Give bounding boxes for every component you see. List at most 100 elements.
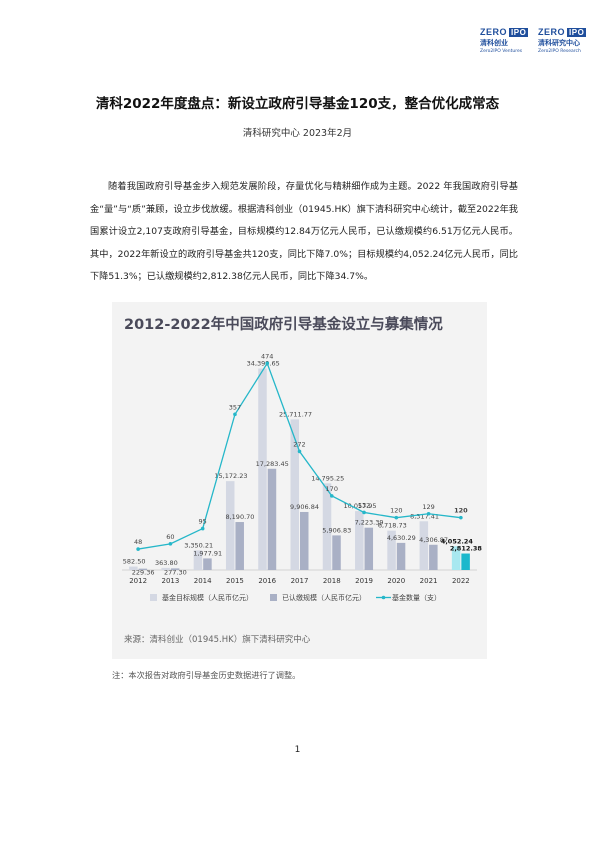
subscribed-value-label: 4,630.29: [387, 534, 416, 542]
bar-target-2014: [193, 550, 203, 570]
x-tick-label: 2017: [291, 577, 309, 585]
x-tick-label: 2013: [161, 577, 179, 585]
legend-swatch-marker: [381, 595, 386, 600]
target-value-label: 10,057.95: [343, 502, 376, 510]
subscribed-value-label: 8,190.70: [225, 513, 254, 521]
bar-target-2017: [290, 419, 299, 570]
page-title: 清科2022年度盘点：新设立政府引导基金120支，整合优化成常态: [95, 96, 500, 112]
fund-count-label: 272: [293, 440, 305, 448]
fund-count-point: [265, 361, 270, 366]
bar-subscribed-2014: [203, 558, 212, 570]
fund-count-point: [362, 510, 366, 515]
logo-en-name: Zero2IPO Research: [538, 49, 581, 54]
bar-subscribed-2016: [267, 468, 277, 570]
subscribed-value-label: 5,906.83: [322, 526, 351, 534]
x-tick-label: 2022: [452, 577, 470, 585]
chart-source: 来源：清科创业（01945.HK）旗下清科研究中心: [124, 634, 311, 645]
subscribed-value-label: 4,306.87: [419, 536, 448, 544]
logo-cn-name: 清科创业: [480, 39, 508, 47]
fund-count-point: [136, 547, 140, 551]
fund-count-label: 357: [229, 403, 241, 411]
bar-target-2021: [419, 521, 429, 570]
fund-count-point: [459, 515, 463, 520]
fund-count-label: 48: [134, 538, 142, 546]
fund-count-point: [200, 526, 205, 531]
bar-target-2022: [451, 546, 461, 570]
fund-count-label: 120: [454, 507, 468, 515]
subscribed-value-label: 277.30: [164, 568, 187, 576]
target-value-label: 15,172.23: [214, 472, 247, 480]
fund-count-label: 60: [166, 533, 174, 541]
page-number: 1: [294, 745, 301, 755]
x-tick-label: 2021: [420, 577, 438, 585]
bar-subscribed-2018: [332, 535, 341, 570]
fund-count-point: [233, 412, 237, 417]
x-tick-label: 2014: [194, 577, 212, 585]
x-tick-label: 2020: [387, 577, 405, 585]
bar-target-2013: [161, 567, 170, 570]
bar-subscribed-2021: [429, 544, 438, 570]
bar-target-2015: [225, 481, 235, 570]
x-tick-label: 2016: [258, 577, 276, 585]
bar-subscribed-2022: [461, 553, 470, 570]
target-value-label: 6,718.73: [378, 522, 407, 530]
target-value-label: 582.50: [123, 558, 146, 566]
logo-en-name: Zero2IPO Ventures: [480, 49, 523, 54]
footnote: 注：本次报告对政府引导基金历史数据进行了调整。: [112, 670, 301, 680]
x-tick-label: 2012: [129, 577, 147, 585]
bar-target-2020: [387, 530, 396, 570]
fund-count-label: 132: [358, 501, 370, 509]
subscribed-value-label: 2,812.38: [450, 545, 483, 553]
target-value-label: 3,350.21: [184, 541, 213, 549]
zero2ipo-research-logo: ZERO IPO 清科研究中心 Zero2IPO Research: [538, 27, 587, 61]
bar-target-2012: [129, 566, 138, 570]
target-value-label: 363.80: [155, 559, 178, 567]
subscribed-value-label: 7,223.39: [355, 519, 384, 527]
x-tick-label: 2019: [355, 577, 373, 585]
x-tick-label: 2018: [323, 577, 341, 585]
bar-subscribed-2012: [138, 568, 148, 570]
bar-subscribed-2020: [396, 542, 406, 570]
bar-subscribed-2019: [364, 527, 374, 570]
logo-brand: ZERO IPO: [538, 27, 587, 37]
subscribed-value-label: 9,906.84: [290, 503, 319, 511]
target-value-label: 4,052.24: [441, 537, 474, 545]
body-paragraph: 随着我国政府引导基金步入规范发展阶段，存量优化与精耕细作成为主题。2022 年我…: [90, 181, 518, 282]
fund-count-point: [394, 515, 399, 520]
chart-title: 2012-2022年中国政府引导基金设立与募集情况: [124, 315, 443, 333]
bar-target-2018: [322, 483, 332, 570]
bar-target-2019: [355, 511, 364, 570]
subscribed-value-label: 1,977.91: [193, 549, 222, 557]
legend-label: 基金数量（支）: [392, 593, 441, 602]
fund-count-line: [138, 361, 461, 550]
bar-subscribed-2013: [170, 568, 180, 570]
target-value-label: 14,795.25: [311, 474, 344, 482]
fund-count-point: [297, 449, 302, 454]
target-value-label: 8,317.41: [410, 512, 439, 520]
legend-label: 基金目标规模（人民币亿元）: [162, 593, 253, 602]
logo-brand: ZERO IPO: [480, 27, 529, 37]
subscribed-value-label: 17,283.45: [256, 460, 289, 468]
legend-swatch: [150, 594, 157, 601]
logo-cn-name: 清科研究中心: [538, 39, 580, 47]
fund-count-label: 474: [261, 352, 273, 360]
subscribed-value-label: 229.36: [132, 569, 155, 577]
legend-label: 已认缴规模（人民币亿元）: [282, 593, 366, 602]
bar-subscribed-2015: [235, 522, 244, 570]
fund-count-label: 120: [390, 507, 402, 515]
fund-count-label: 129: [422, 503, 434, 511]
bar-target-2016: [258, 368, 267, 570]
fund-count-label: 170: [326, 485, 338, 493]
page-subtitle: 清科研究中心 2023年2月: [242, 128, 353, 139]
fund-count-point: [426, 511, 431, 516]
chart-figure: 2012-2022年中国政府引导基金设立与募集情况 2012 582.50 229.3…: [112, 302, 487, 659]
fund-count-point: [168, 542, 173, 546]
fund-count-point: [329, 494, 334, 498]
fund-chart: 2012-2022年中国政府引导基金设立与募集情况 2012 582.50 229.3…: [122, 315, 483, 645]
fund-count-label: 95: [199, 518, 207, 526]
bar-subscribed-2017: [300, 511, 309, 570]
target-value-label: 25,711.77: [279, 410, 312, 418]
zero2ipo-ventures-logo: ZERO IPO 清科创业 Zero2IPO Ventures: [480, 27, 529, 61]
legend-swatch: [270, 594, 277, 601]
x-tick-label: 2015: [226, 577, 244, 585]
